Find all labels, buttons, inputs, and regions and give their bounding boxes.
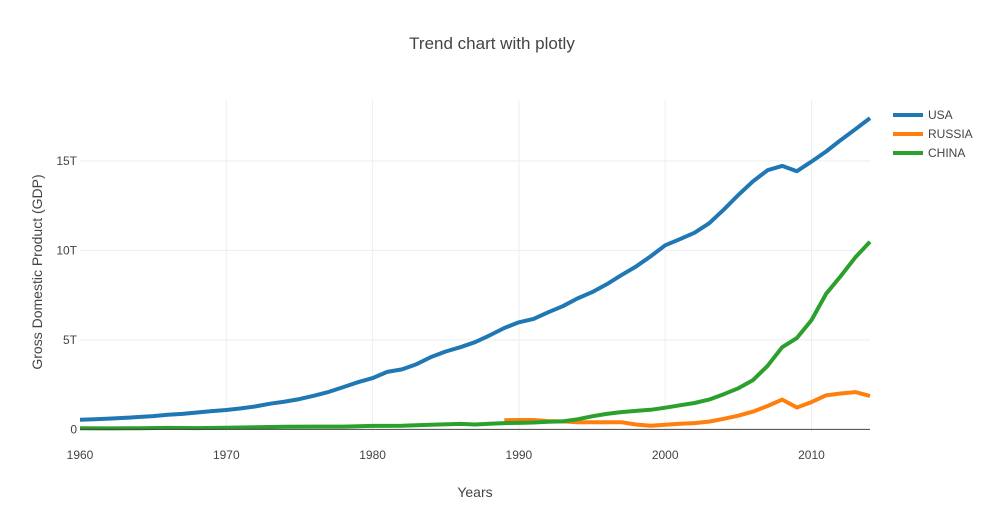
x-tick-label: 1970 — [213, 448, 240, 462]
y-tick-label: 0 — [70, 422, 77, 436]
gridlines — [80, 100, 870, 432]
y-tick-label: 5T — [63, 333, 78, 347]
axes: 1960 1970 1980 1990 2000 2010 0 5T 10T 15T — [56, 154, 870, 462]
legend-label: USA — [928, 108, 953, 122]
legend-item-russia[interactable]: RUSSIA — [893, 127, 973, 141]
y-axis-title: Gross Domestic Product (GDP) — [29, 174, 45, 369]
y-tick-label: 10T — [56, 243, 77, 257]
y-tick-label: 15T — [56, 154, 77, 168]
series-line-usa[interactable] — [79, 116, 872, 422]
x-tick-label: 1960 — [67, 448, 94, 462]
legend-label: CHINA — [928, 146, 965, 160]
x-tick-label: 1980 — [359, 448, 386, 462]
series-line-china[interactable] — [79, 240, 872, 431]
legend-item-china[interactable]: CHINA — [893, 146, 965, 160]
series-lines — [79, 116, 872, 431]
legend: USA RUSSIA CHINA — [893, 108, 973, 160]
x-tick-label: 2000 — [652, 448, 679, 462]
chart-title: Trend chart with plotly — [409, 34, 575, 53]
legend-label: RUSSIA — [928, 127, 973, 141]
x-axis-title: Years — [457, 484, 492, 500]
x-tick-label: 2010 — [798, 448, 825, 462]
legend-item-usa[interactable]: USA — [893, 108, 953, 122]
x-tick-label: 1990 — [506, 448, 533, 462]
